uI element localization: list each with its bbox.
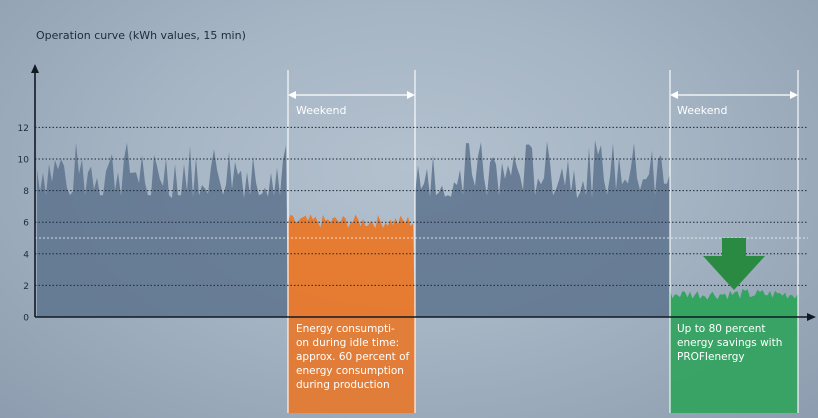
y-tick-label: 2 xyxy=(23,282,29,292)
idle-note-line: on during idle time: xyxy=(296,337,400,349)
weekend-label-1: Weekend xyxy=(296,104,347,117)
y-tick-label: 4 xyxy=(23,250,29,260)
weekend-range-arrow-2-head-right xyxy=(790,91,798,99)
savings-note-line: PROFIenergy xyxy=(677,351,745,363)
savings-down-arrow-icon xyxy=(703,238,765,290)
series-area-weekend-idle xyxy=(288,214,415,317)
y-axis-arrowhead xyxy=(31,64,39,73)
savings-note: Up to 80 percent energy savings with PRO… xyxy=(677,322,782,364)
y-tick-label: 10 xyxy=(18,156,30,166)
weekend-label-2: Weekend xyxy=(677,104,728,117)
savings-panel xyxy=(670,317,798,413)
idle-panel xyxy=(288,317,415,413)
idle-note-line: during production xyxy=(296,379,390,391)
y-tick-label: 8 xyxy=(23,187,29,197)
weekend-range-arrow-1-head-right xyxy=(407,91,415,99)
weekend-range-arrow-2-head-left xyxy=(670,91,678,99)
savings-note-line: Up to 80 percent xyxy=(677,323,766,335)
series-area-weekend-profienergy xyxy=(670,288,798,317)
series-area-production xyxy=(415,140,670,317)
weekend-range-arrow-1-head-left xyxy=(288,91,296,99)
idle-note: Energy consumpti- on during idle time: a… xyxy=(296,322,409,392)
idle-note-line: approx. 60 percent of xyxy=(296,351,410,363)
y-tick-label: 6 xyxy=(23,219,29,229)
idle-note-line: energy consumption xyxy=(296,365,404,377)
series-area-production xyxy=(37,142,288,317)
x-axis-arrowhead xyxy=(807,313,816,321)
chart-title: Operation curve (kWh values, 15 min) xyxy=(36,29,246,42)
savings-note-line: energy savings with xyxy=(677,337,783,349)
y-tick-label: 12 xyxy=(18,124,29,134)
idle-note-line: Energy consumpti- xyxy=(296,323,395,335)
y-tick-label: 0 xyxy=(23,314,29,324)
